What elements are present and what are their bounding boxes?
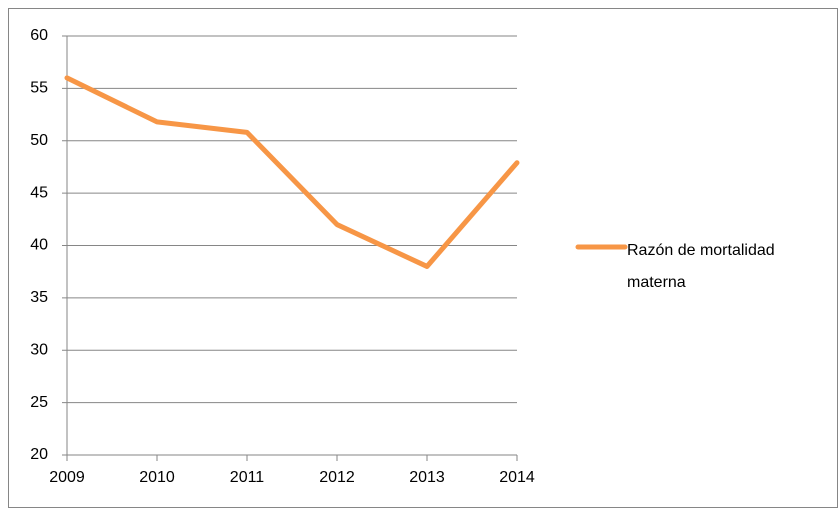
legend-label: Razón de mortalidad materna <box>627 242 775 291</box>
y-tick-label: 45 <box>30 184 48 201</box>
x-tick-label: 2012 <box>319 469 355 486</box>
x-tick-label: 2013 <box>409 469 445 486</box>
y-tick-label: 55 <box>30 80 48 97</box>
y-tick-label: 30 <box>30 341 48 358</box>
y-tick-label: 35 <box>30 289 48 306</box>
data-line <box>64 75 520 269</box>
y-tick-label: 25 <box>30 394 48 411</box>
x-tick-label: 2014 <box>499 469 535 486</box>
y-tick-label: 40 <box>30 237 48 254</box>
y-tick-label: 50 <box>30 132 48 149</box>
y-tick-label: 60 <box>30 27 48 44</box>
x-tick-label: 2009 <box>49 469 85 486</box>
chart-border <box>8 8 838 508</box>
x-tick-label: 2010 <box>139 469 175 486</box>
y-tick-label: 20 <box>30 446 48 463</box>
x-tick-label: 2011 <box>230 469 265 486</box>
